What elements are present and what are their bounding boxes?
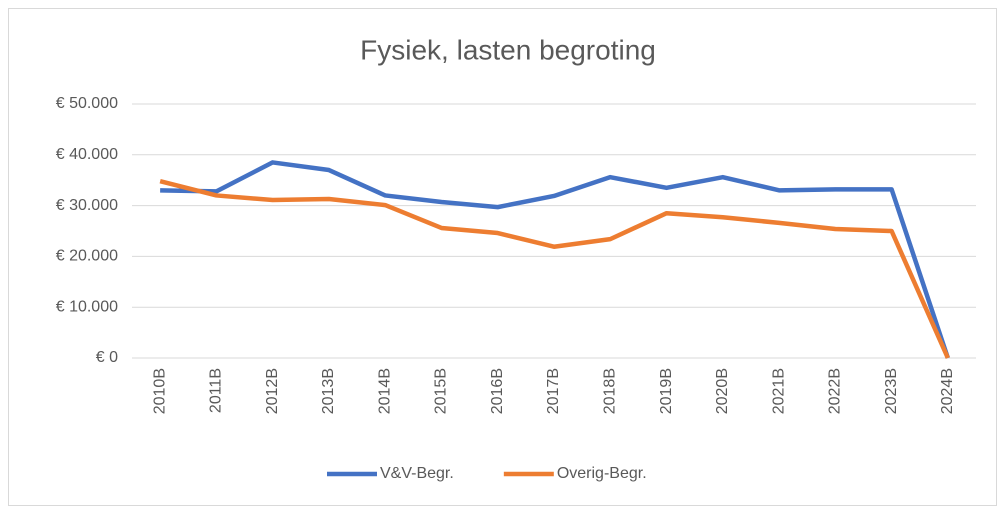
chart-title: Fysiek, lasten begroting xyxy=(360,34,656,65)
x-tick-label: 2018B xyxy=(601,368,618,414)
x-tick-label: 2016B xyxy=(489,368,506,414)
x-tick-label: 2015B xyxy=(433,368,450,414)
y-tick-label: € 20.000 xyxy=(56,248,118,265)
y-tick-label: € 40.000 xyxy=(56,146,118,163)
x-tick-label: 2020B xyxy=(714,368,731,414)
x-tick-label: 2013B xyxy=(320,368,337,414)
x-tick-label: 2010B xyxy=(151,368,168,414)
y-tick-label: € 50.000 xyxy=(56,95,118,112)
x-tick-label: 2012B xyxy=(264,368,281,414)
x-tick-label: 2011B xyxy=(208,368,225,413)
x-tick-label: 2014B xyxy=(376,368,393,414)
x-tick-label: 2024B xyxy=(939,368,956,414)
legend-label: Overig-Begr. xyxy=(557,465,647,482)
chart-border xyxy=(8,8,997,506)
series-line xyxy=(160,160,951,359)
x-tick-label: 2019B xyxy=(658,368,675,414)
legend-label: V&V-Begr. xyxy=(380,465,454,482)
y-tick-label: € 0 xyxy=(96,349,118,366)
y-tick-label: € 30.000 xyxy=(56,197,118,214)
series-line xyxy=(159,179,950,359)
y-tick-label: € 10.000 xyxy=(56,298,118,315)
x-tick-label: 2022B xyxy=(827,368,844,414)
x-tick-label: 2023B xyxy=(883,368,900,414)
x-tick-label: 2021B xyxy=(770,368,787,414)
x-tick-label: 2017B xyxy=(545,368,562,414)
